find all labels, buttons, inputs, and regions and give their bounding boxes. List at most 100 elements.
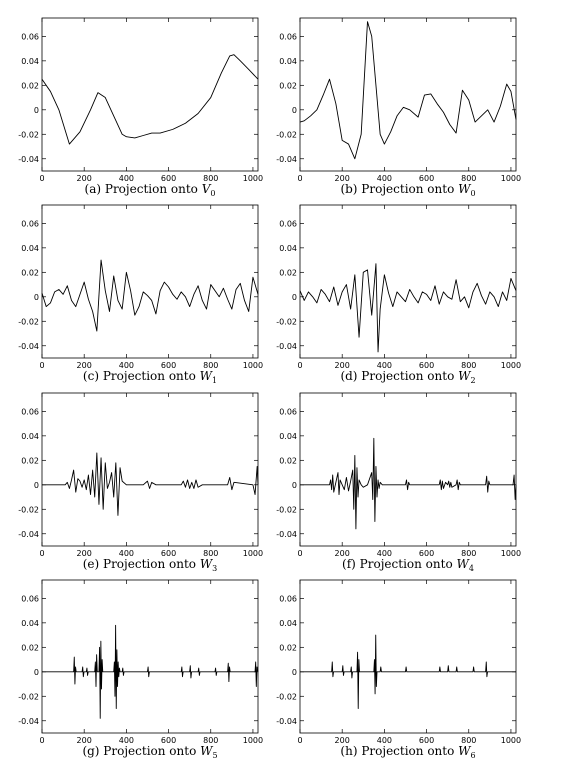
x-tick-label: 600 xyxy=(161,549,176,558)
y-tick-label: 0.02 xyxy=(21,268,39,277)
x-tick-label: 0 xyxy=(39,736,44,745)
plot-frame xyxy=(41,17,259,172)
x-tick-label: 0 xyxy=(297,361,302,370)
series-line xyxy=(41,259,259,332)
y-tick-label: -0.02 xyxy=(276,692,297,701)
x-tick-label: 200 xyxy=(77,549,92,558)
x-tick-label: 1000 xyxy=(243,549,263,558)
x-tick-label: 800 xyxy=(461,361,476,370)
x-tick-label: 600 xyxy=(161,736,176,745)
y-tick-label: 0 xyxy=(34,481,39,490)
y-tick-label: 0.02 xyxy=(21,456,39,465)
subplot-g: -0.04 -0.02 0 0.02 0.04 0.06 0 200 400 600 800 1000… xyxy=(18,579,263,760)
x-tick-label: 1000 xyxy=(501,361,521,370)
x-tick-label: 0 xyxy=(39,549,44,558)
x-tick-label: 200 xyxy=(335,361,350,370)
plot-frame xyxy=(299,392,517,547)
caption-symbol: W xyxy=(200,369,214,383)
y-tick-label: 0.04 xyxy=(21,432,39,441)
y-tick-label: 0 xyxy=(34,293,39,302)
x-tick-label: 800 xyxy=(203,174,218,183)
y-tick-label: 0.06 xyxy=(279,594,297,603)
x-tick-label: 0 xyxy=(297,736,302,745)
y-tick-label: 0.04 xyxy=(21,57,39,66)
plot-frame xyxy=(299,204,517,359)
y-tick-label: -0.02 xyxy=(276,505,297,514)
y-tick-label: -0.04 xyxy=(276,342,297,351)
y-tick-label: 0.02 xyxy=(21,643,39,652)
plot-frame xyxy=(41,579,259,734)
x-tick-label: 0 xyxy=(297,549,302,558)
subplot-caption: (e) Projection onto W3 xyxy=(83,557,218,573)
series-line xyxy=(42,452,259,516)
y-tick-label: 0 xyxy=(292,668,297,677)
y-tick-label: 0 xyxy=(292,106,297,115)
caption-prefix: (g) Projection onto xyxy=(82,744,200,758)
x-tick-label: 0 xyxy=(39,361,44,370)
y-tick-label: -0.02 xyxy=(18,317,39,326)
subplot-a: -0.04 -0.02 0 0.02 0.04 0.06 0 200 400 600 800 1000… xyxy=(18,17,263,198)
y-tick-label: -0.04 xyxy=(18,717,39,726)
subplot-d: -0.04 -0.02 0 0.02 0.04 0.06 0 200 400 600 800 1000… xyxy=(276,204,521,385)
y-tick-label: 0 xyxy=(34,668,39,677)
series-line xyxy=(42,624,259,719)
y-tick-label: 0 xyxy=(34,106,39,115)
y-tick-label: 0 xyxy=(292,293,297,302)
subplot-caption: (g) Projection onto W5 xyxy=(82,744,217,760)
y-tick-label: 0.04 xyxy=(279,619,297,628)
series-line xyxy=(299,21,517,160)
caption-subscript: 4 xyxy=(469,564,474,573)
y-tick-label: 0.02 xyxy=(21,81,39,90)
caption-prefix: (h) Projection onto xyxy=(340,744,458,758)
subplot-e: -0.04 -0.02 0 0.02 0.04 0.06 0 200 400 600 800 1000… xyxy=(18,392,263,573)
x-tick-label: 200 xyxy=(335,736,350,745)
x-tick-label: 800 xyxy=(461,736,476,745)
y-tick-label: -0.02 xyxy=(18,692,39,701)
caption-subscript: 1 xyxy=(212,376,217,385)
plot-frame xyxy=(299,579,517,734)
x-tick-label: 600 xyxy=(419,174,434,183)
y-tick-label: -0.04 xyxy=(18,342,39,351)
caption-prefix: (d) Projection onto xyxy=(340,369,458,383)
x-tick-label: 0 xyxy=(297,174,302,183)
y-tick-label: -0.04 xyxy=(276,717,297,726)
x-tick-label: 400 xyxy=(377,361,392,370)
y-tick-label: 0.02 xyxy=(279,268,297,277)
y-tick-label: -0.04 xyxy=(276,155,297,164)
caption-symbol: W xyxy=(458,369,472,383)
y-tick-label: 0.04 xyxy=(279,57,297,66)
caption-symbol: W xyxy=(200,744,214,758)
x-tick-label: 600 xyxy=(161,174,176,183)
subplot-c: -0.04 -0.02 0 0.02 0.04 0.06 0 200 400 600 800 1000… xyxy=(18,204,263,385)
caption-prefix: (f) Projection onto xyxy=(342,557,456,571)
series-line xyxy=(300,634,516,709)
y-tick-label: -0.02 xyxy=(18,505,39,514)
x-tick-label: 1000 xyxy=(243,174,263,183)
x-tick-label: 600 xyxy=(419,361,434,370)
y-tick-label: 0 xyxy=(292,481,297,490)
plot-frame xyxy=(41,204,259,359)
x-tick-label: 400 xyxy=(119,174,134,183)
y-tick-label: 0.04 xyxy=(279,244,297,253)
x-tick-label: 600 xyxy=(161,361,176,370)
x-tick-label: 1000 xyxy=(501,736,521,745)
x-tick-label: 600 xyxy=(419,549,434,558)
subplot-f: -0.04 -0.02 0 0.02 0.04 0.06 0 200 400 600 800 1000… xyxy=(276,392,521,573)
x-tick-label: 800 xyxy=(203,361,218,370)
y-tick-label: 0.06 xyxy=(21,594,39,603)
y-tick-label: 0.04 xyxy=(21,244,39,253)
caption-symbol: W xyxy=(457,557,471,571)
series-line xyxy=(300,437,517,530)
subplot-caption: (b) Projection onto W0 xyxy=(340,182,475,198)
y-tick-label: 0.02 xyxy=(279,643,297,652)
y-tick-label: 0.04 xyxy=(21,619,39,628)
subplot-caption: (c) Projection onto W1 xyxy=(83,369,217,385)
x-tick-label: 1000 xyxy=(243,361,263,370)
x-tick-label: 200 xyxy=(335,174,350,183)
subplot-b: -0.04 -0.02 0 0.02 0.04 0.06 0 200 400 600 800 1000… xyxy=(276,17,521,198)
x-tick-label: 400 xyxy=(119,549,134,558)
x-tick-label: 200 xyxy=(77,736,92,745)
y-tick-label: -0.02 xyxy=(276,130,297,139)
x-tick-label: 1000 xyxy=(243,736,263,745)
y-tick-label: 0.06 xyxy=(21,219,39,228)
